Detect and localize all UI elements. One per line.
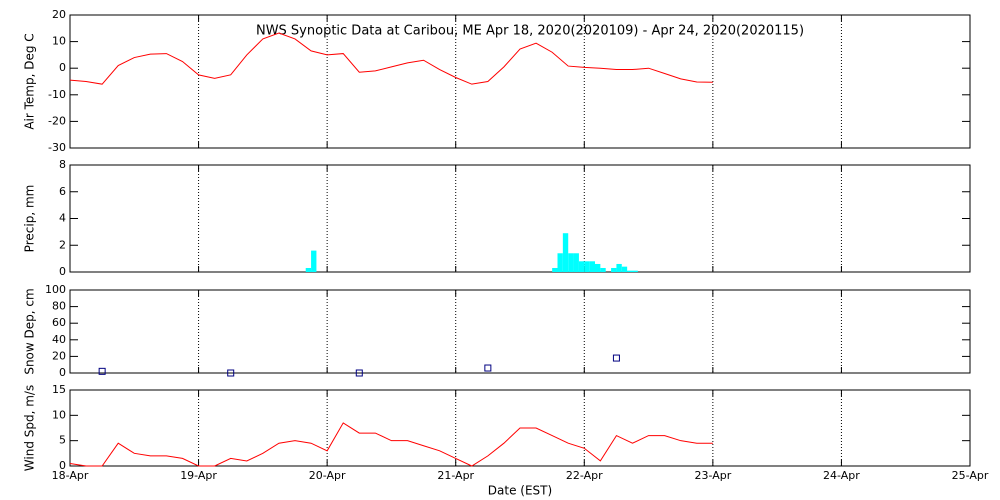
x-tick-label: 25-Apr bbox=[952, 469, 989, 482]
bar bbox=[595, 263, 601, 272]
bar bbox=[578, 261, 585, 272]
y-tick-label: 0 bbox=[59, 459, 66, 472]
y-tick-label: 0 bbox=[59, 61, 66, 74]
x-tick-label: 24-Apr bbox=[823, 469, 860, 482]
y-tick-label: 15 bbox=[52, 383, 66, 396]
bar bbox=[584, 261, 590, 272]
y-tick-label: 80 bbox=[52, 300, 66, 313]
x-axis-label: Date (EST) bbox=[488, 484, 552, 498]
y-tick-label: 2 bbox=[59, 238, 66, 251]
data-line bbox=[69, 422, 713, 467]
x-tick-label: 23-Apr bbox=[694, 469, 731, 482]
y-tick-label: 0 bbox=[59, 366, 66, 379]
y-tick-label: 8 bbox=[59, 158, 66, 171]
point bbox=[484, 364, 492, 372]
bar bbox=[562, 233, 569, 272]
y-axis-label: Wind Spd, m/s bbox=[23, 385, 37, 471]
x-tick-label: 21-Apr bbox=[437, 469, 474, 482]
bar bbox=[621, 266, 628, 272]
plot-frame bbox=[69, 389, 971, 467]
y-tick-label: 0 bbox=[59, 265, 66, 278]
x-tick-label: 18-Apr bbox=[52, 469, 89, 482]
plot-frame bbox=[69, 14, 971, 149]
bar bbox=[311, 250, 317, 272]
y-tick-label: 10 bbox=[52, 408, 66, 421]
y-tick-label: 6 bbox=[59, 185, 66, 198]
bar bbox=[589, 261, 595, 272]
y-tick-label: -20 bbox=[48, 114, 66, 127]
y-tick-label: 5 bbox=[59, 434, 66, 447]
y-tick-label: 4 bbox=[59, 212, 66, 225]
y-axis-label: Air Temp, Deg C bbox=[23, 33, 37, 129]
bar bbox=[557, 253, 563, 272]
y-tick-label: 60 bbox=[52, 316, 66, 329]
y-tick-label: 20 bbox=[52, 8, 66, 21]
bar bbox=[568, 253, 574, 272]
point bbox=[98, 367, 106, 375]
point bbox=[612, 354, 620, 362]
y-tick-label: -10 bbox=[48, 88, 66, 101]
bar bbox=[616, 263, 622, 272]
bar bbox=[632, 270, 638, 272]
plot-frame bbox=[69, 289, 971, 374]
bar bbox=[573, 253, 579, 272]
bar bbox=[627, 270, 633, 272]
plot-frame bbox=[69, 164, 971, 273]
point bbox=[227, 369, 235, 377]
chart-title: NWS Synoptic Data at Caribou, ME Apr 18,… bbox=[256, 24, 804, 39]
y-tick-label: 100 bbox=[45, 283, 66, 296]
y-axis-label: Precip, mm bbox=[23, 185, 37, 253]
bar bbox=[611, 267, 617, 272]
y-tick-label: 10 bbox=[52, 35, 66, 48]
point bbox=[355, 369, 363, 377]
data-line bbox=[69, 32, 713, 85]
bar bbox=[552, 267, 558, 272]
x-tick-label: 19-Apr bbox=[180, 469, 217, 482]
y-tick-label: 40 bbox=[52, 333, 66, 346]
y-tick-label: -30 bbox=[48, 141, 66, 154]
x-tick-label: 22-Apr bbox=[566, 469, 603, 482]
bar bbox=[305, 267, 312, 272]
x-tick-label: 20-Apr bbox=[309, 469, 346, 482]
y-axis-label: Snow Dep, cm bbox=[23, 288, 37, 374]
bar bbox=[600, 267, 606, 272]
y-tick-label: 20 bbox=[52, 349, 66, 362]
